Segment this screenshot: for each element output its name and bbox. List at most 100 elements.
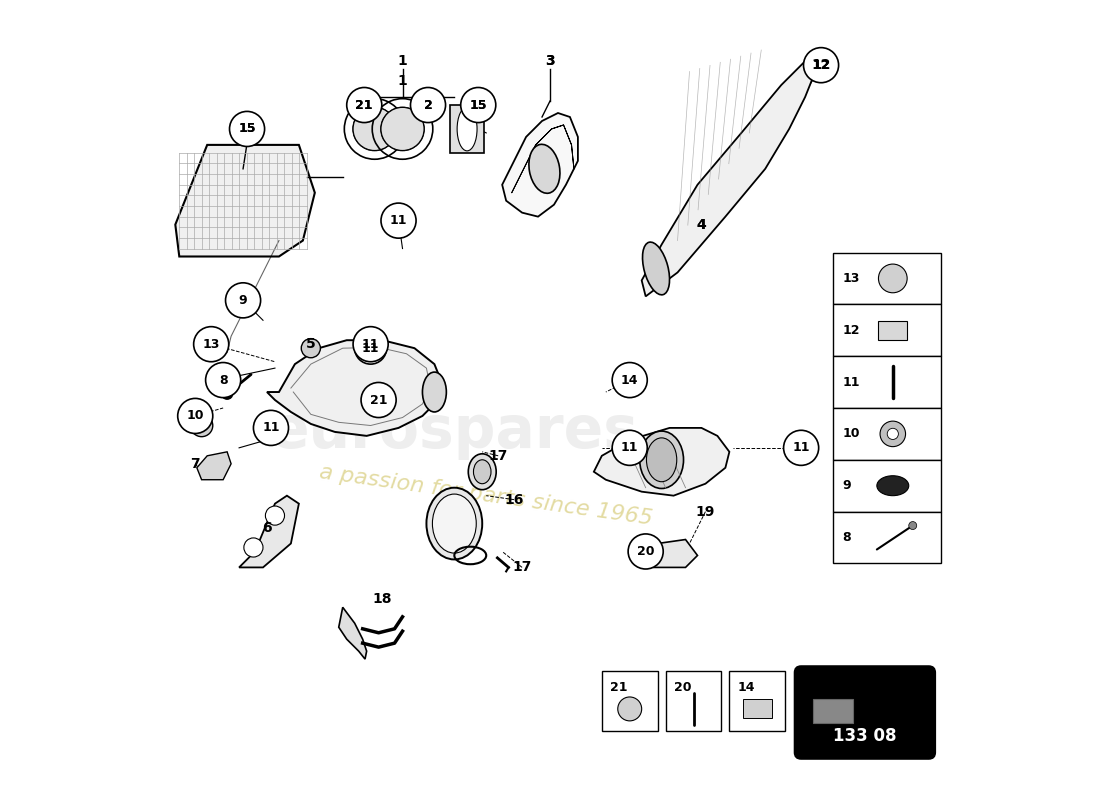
Text: 4: 4 <box>696 218 706 232</box>
Circle shape <box>301 338 320 358</box>
Bar <box>833 460 940 512</box>
Text: 4: 4 <box>696 218 706 232</box>
Ellipse shape <box>647 438 676 482</box>
Text: 9: 9 <box>239 294 248 307</box>
Polygon shape <box>239 496 299 567</box>
Text: 11: 11 <box>792 442 810 454</box>
Text: 15: 15 <box>470 98 487 111</box>
Circle shape <box>231 113 263 145</box>
Ellipse shape <box>236 292 254 304</box>
Text: 17: 17 <box>513 561 531 574</box>
Circle shape <box>178 398 212 434</box>
Text: 17: 17 <box>488 449 508 463</box>
Text: 12: 12 <box>812 58 830 72</box>
Text: 3: 3 <box>546 54 554 68</box>
Bar <box>833 356 940 408</box>
Circle shape <box>410 87 446 122</box>
Text: 11: 11 <box>843 375 860 389</box>
Bar <box>833 304 940 356</box>
Polygon shape <box>175 145 315 257</box>
Circle shape <box>880 421 905 446</box>
Text: 20: 20 <box>673 681 691 694</box>
Bar <box>742 698 771 718</box>
Bar <box>879 321 908 340</box>
Circle shape <box>221 388 233 399</box>
Text: 20: 20 <box>637 545 654 558</box>
Circle shape <box>194 326 229 362</box>
Text: 11: 11 <box>389 214 407 227</box>
Ellipse shape <box>877 476 909 496</box>
Circle shape <box>613 430 647 466</box>
Text: 11: 11 <box>262 422 279 434</box>
Polygon shape <box>653 539 697 567</box>
Circle shape <box>361 382 396 418</box>
Circle shape <box>462 89 494 121</box>
Bar <box>833 408 940 460</box>
Circle shape <box>888 428 899 439</box>
Bar <box>833 512 940 563</box>
Circle shape <box>353 326 388 362</box>
Text: 8: 8 <box>219 374 228 386</box>
Bar <box>813 699 852 723</box>
Polygon shape <box>339 607 366 659</box>
Circle shape <box>244 538 263 557</box>
Text: 13: 13 <box>202 338 220 350</box>
Circle shape <box>618 697 641 721</box>
Polygon shape <box>594 428 729 496</box>
Ellipse shape <box>529 144 560 194</box>
Text: 10: 10 <box>187 410 204 422</box>
Ellipse shape <box>422 372 447 412</box>
Circle shape <box>381 203 416 238</box>
Ellipse shape <box>427 488 482 559</box>
Bar <box>666 671 722 731</box>
Polygon shape <box>503 113 578 217</box>
Text: 18: 18 <box>373 592 393 606</box>
Circle shape <box>196 420 207 431</box>
Text: 12: 12 <box>843 324 860 337</box>
Text: 6: 6 <box>262 521 272 534</box>
Text: 21: 21 <box>355 98 373 111</box>
FancyBboxPatch shape <box>794 666 935 758</box>
Ellipse shape <box>642 242 670 295</box>
Polygon shape <box>197 452 231 480</box>
Circle shape <box>206 362 241 398</box>
Circle shape <box>354 332 386 364</box>
Circle shape <box>265 506 285 525</box>
Bar <box>602 671 658 731</box>
Text: eurospares: eurospares <box>270 403 639 460</box>
Circle shape <box>253 410 288 446</box>
Ellipse shape <box>469 454 496 490</box>
Circle shape <box>628 534 663 569</box>
Circle shape <box>381 107 424 150</box>
Text: 11: 11 <box>621 442 638 454</box>
Circle shape <box>230 111 265 146</box>
Circle shape <box>783 430 818 466</box>
Text: 21: 21 <box>355 98 373 111</box>
Text: 8: 8 <box>843 531 851 544</box>
Circle shape <box>412 89 444 121</box>
Ellipse shape <box>458 107 477 151</box>
Text: a passion for parts since 1965: a passion for parts since 1965 <box>318 462 654 529</box>
Text: 21: 21 <box>609 681 627 694</box>
Circle shape <box>879 264 908 293</box>
Bar <box>450 105 484 153</box>
Text: 133 08: 133 08 <box>833 727 896 746</box>
Text: 16: 16 <box>505 493 524 506</box>
Text: 15: 15 <box>470 98 487 111</box>
Text: 15: 15 <box>239 122 256 135</box>
Text: 12: 12 <box>812 58 829 72</box>
Bar <box>833 253 940 304</box>
Circle shape <box>349 89 381 121</box>
Circle shape <box>353 107 396 150</box>
Text: 7: 7 <box>190 457 200 470</box>
Circle shape <box>909 522 916 530</box>
Circle shape <box>190 414 212 437</box>
Text: 1: 1 <box>397 54 407 68</box>
Text: 2: 2 <box>424 98 432 111</box>
Text: 11: 11 <box>362 338 380 350</box>
Circle shape <box>613 362 647 398</box>
Polygon shape <box>267 340 442 436</box>
Text: 5: 5 <box>306 337 316 351</box>
Text: 14: 14 <box>621 374 638 386</box>
Text: 12: 12 <box>812 58 829 72</box>
